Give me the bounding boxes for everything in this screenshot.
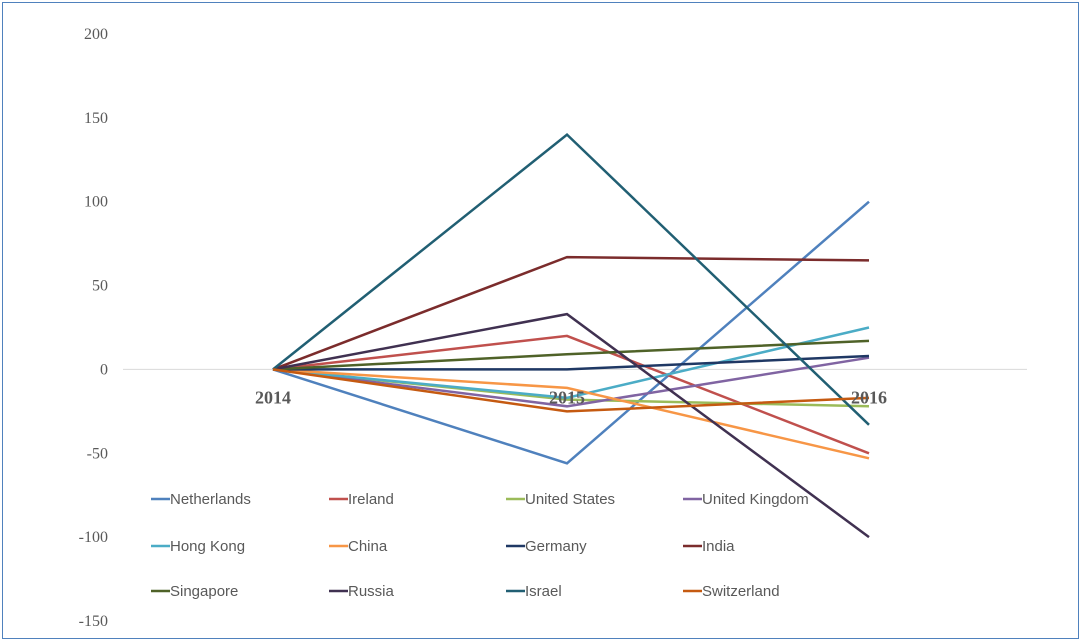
x-axis-category-labels: 2014 2015 2016: [255, 387, 887, 407]
series-line-hong-kong: [272, 326, 870, 400]
legend-label: India: [702, 538, 735, 555]
legend-label: Hong Kong: [170, 538, 245, 555]
series-line-switzerland: [272, 368, 870, 413]
series-line-germany: [273, 354, 870, 371]
series-line-singapore: [272, 339, 870, 371]
legend-label: Israel: [525, 583, 562, 600]
series-line-netherlands: [272, 200, 870, 465]
series-line-israel: [272, 132, 870, 426]
legend-label: United Kingdom: [702, 491, 809, 508]
legend-label: Singapore: [170, 583, 238, 600]
y-tick-label: 0: [100, 361, 108, 378]
legend-label: Ireland: [348, 491, 394, 508]
y-tick-label: -100: [79, 529, 108, 546]
y-tick-label: -150: [79, 613, 108, 630]
legend-label: Germany: [525, 538, 587, 555]
y-axis-ticks: 200 150 100 50 0 -50 -100 -150: [79, 26, 108, 630]
legend-label: Russia: [348, 583, 395, 600]
series-lines: [272, 132, 870, 539]
y-tick-label: 200: [84, 26, 108, 43]
x-category-label: 2015: [549, 387, 585, 407]
series-line-ireland: [272, 334, 870, 455]
legend-label: Switzerland: [702, 583, 780, 600]
x-category-label: 2016: [851, 387, 887, 407]
series-line-india: [272, 255, 870, 371]
y-tick-label: -50: [87, 445, 108, 462]
series-line-united-kingdom: [272, 356, 870, 408]
y-tick-label: 50: [92, 278, 108, 295]
y-tick-label: 100: [84, 194, 108, 211]
series-line-china: [272, 368, 870, 460]
x-category-label: 2014: [255, 387, 291, 407]
legend-label: China: [348, 538, 388, 555]
series-line-russia: [272, 312, 870, 539]
y-tick-label: 150: [84, 110, 108, 127]
legend-label: Netherlands: [170, 491, 251, 508]
legend: Netherlands Ireland United States United Ki…: [151, 491, 809, 600]
legend-label: United States: [525, 491, 615, 508]
